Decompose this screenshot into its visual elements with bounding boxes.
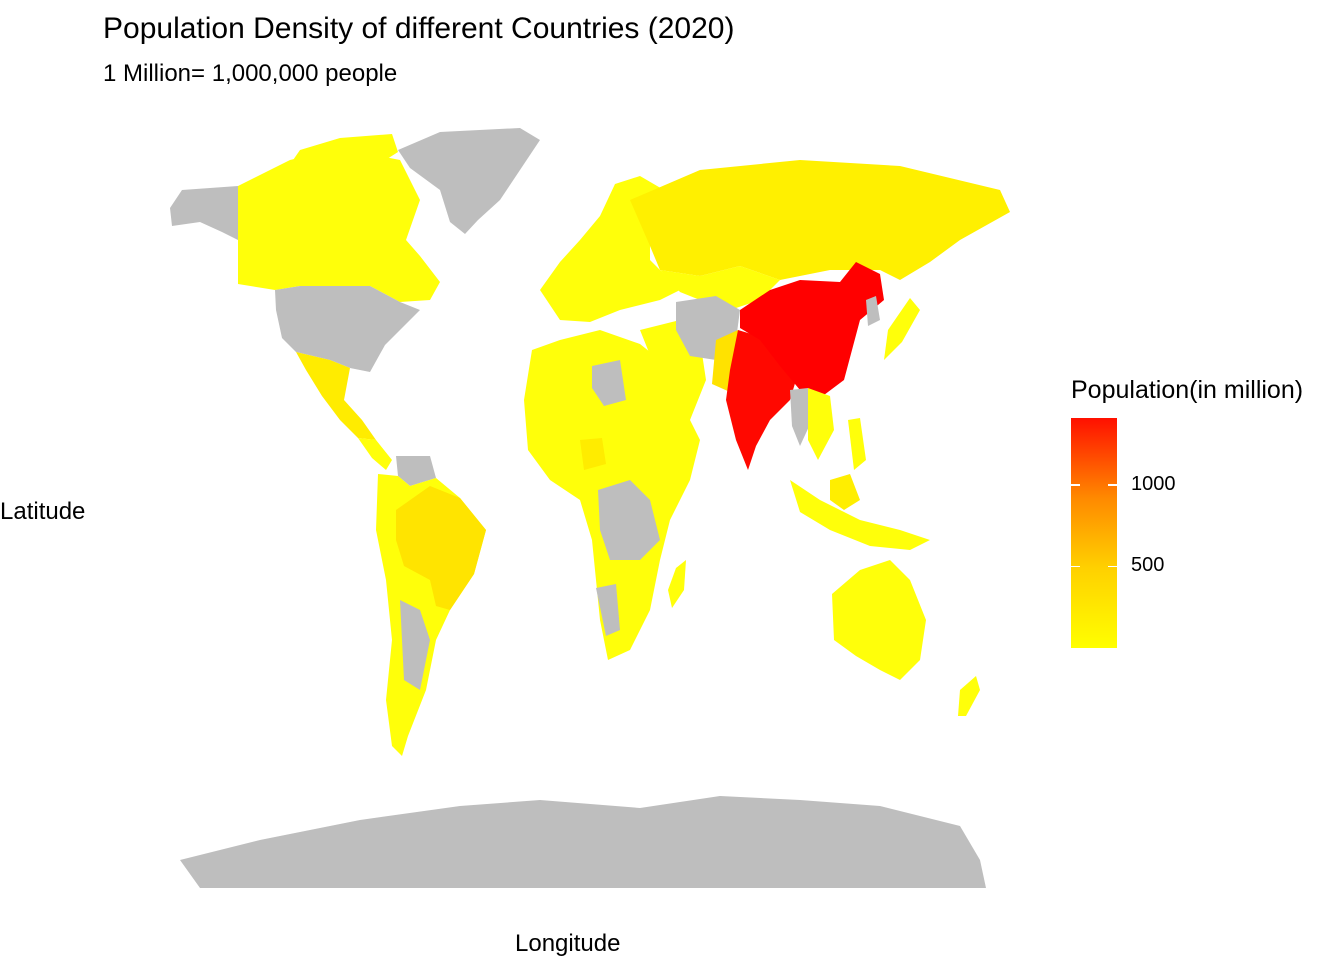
country-venezuela	[396, 456, 436, 486]
country-philippines	[848, 418, 866, 470]
country-nigeria	[580, 438, 606, 470]
region-borneo	[830, 474, 860, 510]
country-madagascar	[668, 560, 686, 608]
region-south-america-no-data	[400, 600, 430, 690]
country-australia	[832, 560, 926, 680]
country-russia	[630, 160, 1010, 280]
chart-subtitle: 1 Million= 1,000,000 people	[103, 60, 398, 87]
country-brazil	[396, 486, 486, 610]
region-africa-no-data-north	[592, 360, 626, 406]
legend-tick-mark	[1071, 484, 1080, 486]
legend-title: Population(in million)	[1071, 376, 1304, 404]
country-usa	[275, 286, 420, 372]
chart-title: Population Density of different Countrie…	[103, 12, 735, 45]
legend-tick-mark	[1108, 565, 1117, 568]
country-mexico	[296, 352, 376, 440]
region-maritime-se-asia	[790, 480, 930, 550]
legend-tick-label: 1000	[1131, 472, 1176, 495]
country-myanmar	[790, 388, 812, 446]
region-scandinavia	[600, 176, 664, 240]
region-antarctica	[180, 796, 986, 888]
region-central-asia	[660, 266, 780, 310]
region-africa-no-data-south	[596, 584, 620, 636]
canada-arctic-islands	[282, 134, 398, 186]
y-axis-label: Latitude	[0, 498, 86, 525]
region-korea-no-data	[866, 296, 880, 326]
country-greenland	[398, 128, 540, 234]
country-new-zealand	[958, 676, 980, 716]
country-china	[740, 262, 884, 398]
legend-tick-mark	[1108, 484, 1117, 486]
country-canada	[238, 148, 440, 302]
x-axis-label: Longitude	[515, 930, 621, 957]
legend-tick-mark	[1071, 565, 1080, 568]
region-alaska	[170, 186, 238, 240]
region-africa-no-data-central	[598, 480, 660, 560]
region-indochina	[808, 388, 834, 460]
legend-color-bar	[1071, 418, 1117, 648]
region-central-america	[358, 438, 392, 470]
country-japan	[884, 298, 920, 360]
country-india	[726, 330, 796, 470]
legend-tick-label: 500	[1131, 554, 1165, 577]
